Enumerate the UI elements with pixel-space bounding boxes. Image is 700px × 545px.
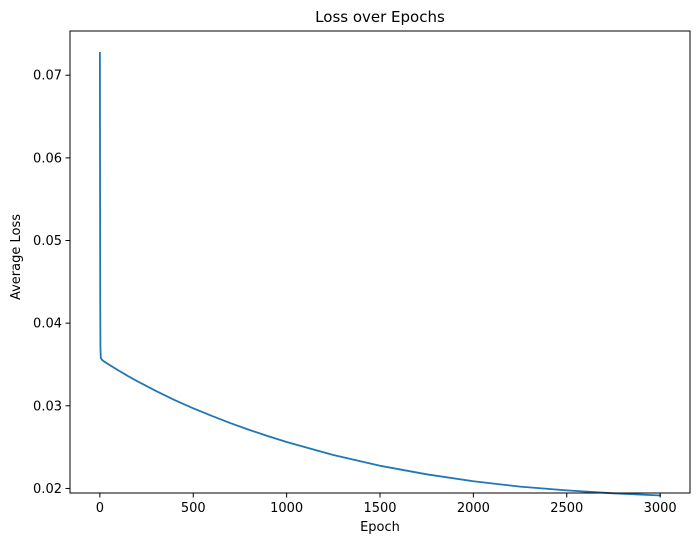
plot-frame [69,30,691,494]
x-tick-label: 2000 [457,501,490,516]
y-tick-label: 0.04 [33,317,62,332]
x-tick-label: 1000 [270,501,303,516]
x-tick-label: 0 [96,501,104,516]
y-tick-label: 0.03 [33,399,62,414]
x-tick-label: 2500 [550,501,583,516]
y-tick-label: 0.02 [33,482,62,497]
series-line-0 [98,51,662,497]
x-axis-label: Epoch [360,520,400,535]
chart-title: Loss over Epochs [315,8,445,26]
y-tick-label: 0.06 [33,151,62,166]
y-tick-label: 0.07 [33,69,62,84]
y-axis-label: Average Loss [9,214,24,300]
x-tick-label: 3000 [644,501,677,516]
x-tick-label: 1500 [363,501,396,516]
y-tick-label: 0.05 [33,234,62,249]
x-tick-label: 500 [181,501,206,516]
